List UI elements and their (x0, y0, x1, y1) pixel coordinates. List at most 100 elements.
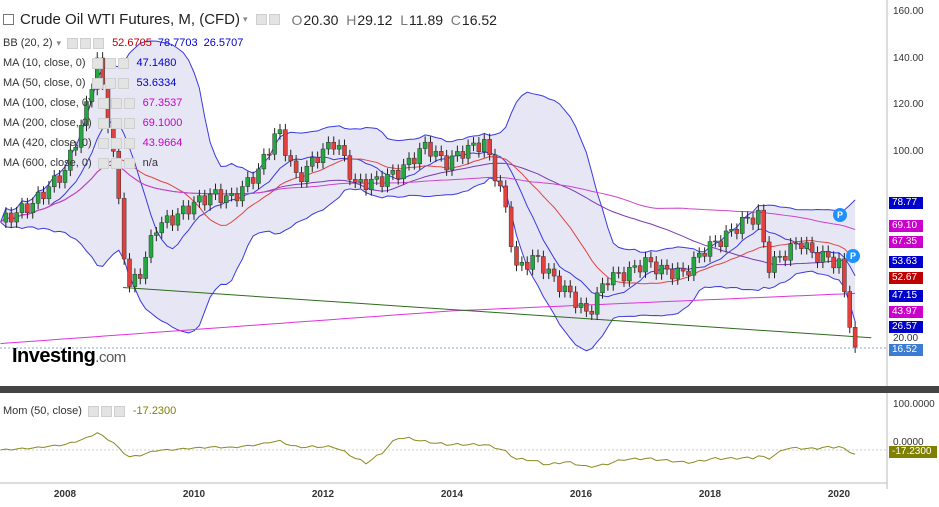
candle-body (250, 177, 256, 184)
candle-body (793, 242, 799, 245)
candle-body (718, 240, 723, 247)
candle-body (89, 89, 95, 102)
candle-body (202, 195, 207, 206)
indicator-row: MA (420, close, 0) 43.9664 (3, 137, 182, 149)
candle-body (304, 165, 310, 183)
gear-icon[interactable] (110, 97, 122, 109)
candle-body (342, 145, 347, 156)
close-icon[interactable] (117, 77, 129, 89)
candle-body (197, 195, 202, 203)
collapse-icon[interactable] (3, 14, 14, 25)
close-icon[interactable] (123, 117, 135, 129)
eye-icon[interactable] (91, 77, 103, 89)
candle-body (272, 133, 277, 155)
candle-body (412, 157, 417, 165)
close-icon[interactable] (123, 97, 135, 109)
indicator-row: MA (50, close, 0) 53.6334 (3, 77, 176, 89)
candle-body (777, 256, 783, 258)
candle-body (659, 264, 664, 275)
candle-body (30, 202, 35, 213)
investing-logo: Investing.com (12, 345, 126, 367)
candle-body (815, 252, 820, 263)
gear-icon[interactable] (268, 14, 280, 25)
candle-body (831, 256, 836, 269)
bollinger-lower (0, 177, 856, 352)
chart-title: Crude Oil WTI Futures, M, (CFD) (20, 11, 241, 28)
candle-body (541, 256, 546, 274)
candle-body (331, 141, 336, 150)
close-icon[interactable] (93, 37, 105, 49)
eye-icon[interactable] (255, 14, 267, 25)
eye-icon[interactable] (67, 37, 79, 49)
indicator-label: MA (600, close, 0) (3, 157, 92, 169)
indicator-label: MA (50, close, 0) (3, 77, 86, 89)
candle-body (84, 101, 89, 126)
price-axis-label: 20.00 (893, 332, 919, 344)
candle-body (191, 201, 197, 215)
price-tag: 67.35 (889, 236, 923, 248)
eye-icon[interactable] (97, 137, 109, 149)
x-tick-label: 2016 (569, 489, 593, 500)
candle-body (799, 242, 804, 249)
candle-body (508, 206, 514, 247)
candle-body (181, 205, 186, 215)
candle-body (476, 142, 482, 152)
indicator-row: MA (200, close, 0) 69.1000 (3, 117, 182, 129)
price-tag: 47.15 (889, 290, 923, 302)
candle-body (632, 265, 637, 268)
eye-icon[interactable] (97, 117, 109, 129)
price-axis-label: 160.00 (893, 6, 924, 17)
indicator-value: 69.1000 (142, 117, 183, 129)
candle-body (498, 180, 503, 187)
candle-body (315, 157, 320, 163)
trend-line (123, 287, 872, 339)
candle-body (675, 267, 680, 280)
candle-body (207, 193, 213, 206)
eye-icon[interactable] (97, 97, 109, 109)
gear-icon[interactable] (100, 405, 112, 417)
gear-icon[interactable] (104, 77, 116, 89)
chevron-down-icon[interactable]: ▾ (56, 37, 62, 48)
candle-body (245, 177, 250, 187)
gear-icon[interactable] (110, 117, 122, 129)
candle-body (557, 275, 562, 292)
chevron-down-icon[interactable]: ▾ (243, 14, 248, 24)
ma-long-line (0, 292, 856, 345)
candle-body (310, 157, 315, 167)
gear-icon[interactable] (110, 157, 122, 169)
price-tag: 16.52 (889, 344, 923, 356)
close-icon[interactable] (113, 405, 125, 417)
candle-body (487, 139, 492, 155)
candle-body (396, 169, 401, 180)
candle-body (159, 222, 164, 234)
candle-body (761, 209, 766, 243)
candle-body (369, 178, 374, 191)
candle-body (670, 268, 675, 280)
candle-body (57, 175, 62, 183)
eye-icon[interactable] (91, 57, 103, 69)
indicator-value: 52.6705 (112, 37, 152, 49)
candle-body (336, 145, 342, 150)
price-tag: 26.57 (889, 321, 923, 333)
eye-icon[interactable] (87, 405, 99, 417)
close-icon[interactable] (123, 157, 135, 169)
p-badge-2[interactable]: P (846, 249, 860, 263)
indicator-value: 67.3537 (142, 97, 183, 109)
p-badge-1[interactable]: P (833, 208, 847, 222)
candle-body (551, 268, 557, 277)
eye-icon[interactable] (97, 157, 109, 169)
candle-body (707, 241, 713, 257)
gear-icon[interactable] (110, 137, 122, 149)
candle-body (363, 179, 369, 191)
close-icon[interactable] (117, 57, 129, 69)
gear-icon[interactable] (104, 57, 116, 69)
candle-body (175, 213, 181, 226)
candle-body (686, 270, 691, 276)
candle-body (379, 176, 385, 187)
candle-body (455, 151, 460, 157)
candle-body (164, 215, 170, 223)
close-icon[interactable] (123, 137, 135, 149)
gear-icon[interactable] (80, 37, 92, 49)
candle-body (568, 285, 573, 293)
